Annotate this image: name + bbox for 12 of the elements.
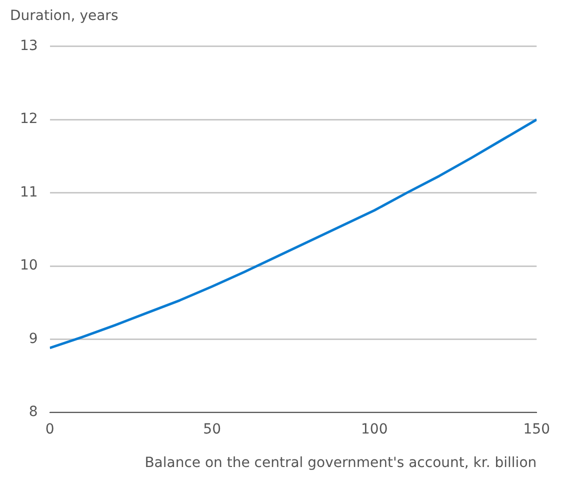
x-tick-label: 50 (203, 421, 222, 438)
y-tick-label: 13 (20, 38, 38, 54)
x-tick-label: 100 (360, 421, 388, 438)
x-tick-label: 150 (523, 421, 550, 438)
x-tick-label: 0 (45, 421, 54, 438)
y-tick-label: 11 (20, 184, 38, 200)
x-axis-title: Balance on the central government's account, kr. billion (144, 455, 537, 472)
y-tick-label: 10 (20, 258, 38, 274)
y-tick-label: 12 (20, 111, 38, 128)
y-axis-title: Duration, years (10, 8, 120, 24)
y-tick-label: 9 (28, 330, 38, 347)
y-tick-label: 8 (28, 404, 38, 420)
